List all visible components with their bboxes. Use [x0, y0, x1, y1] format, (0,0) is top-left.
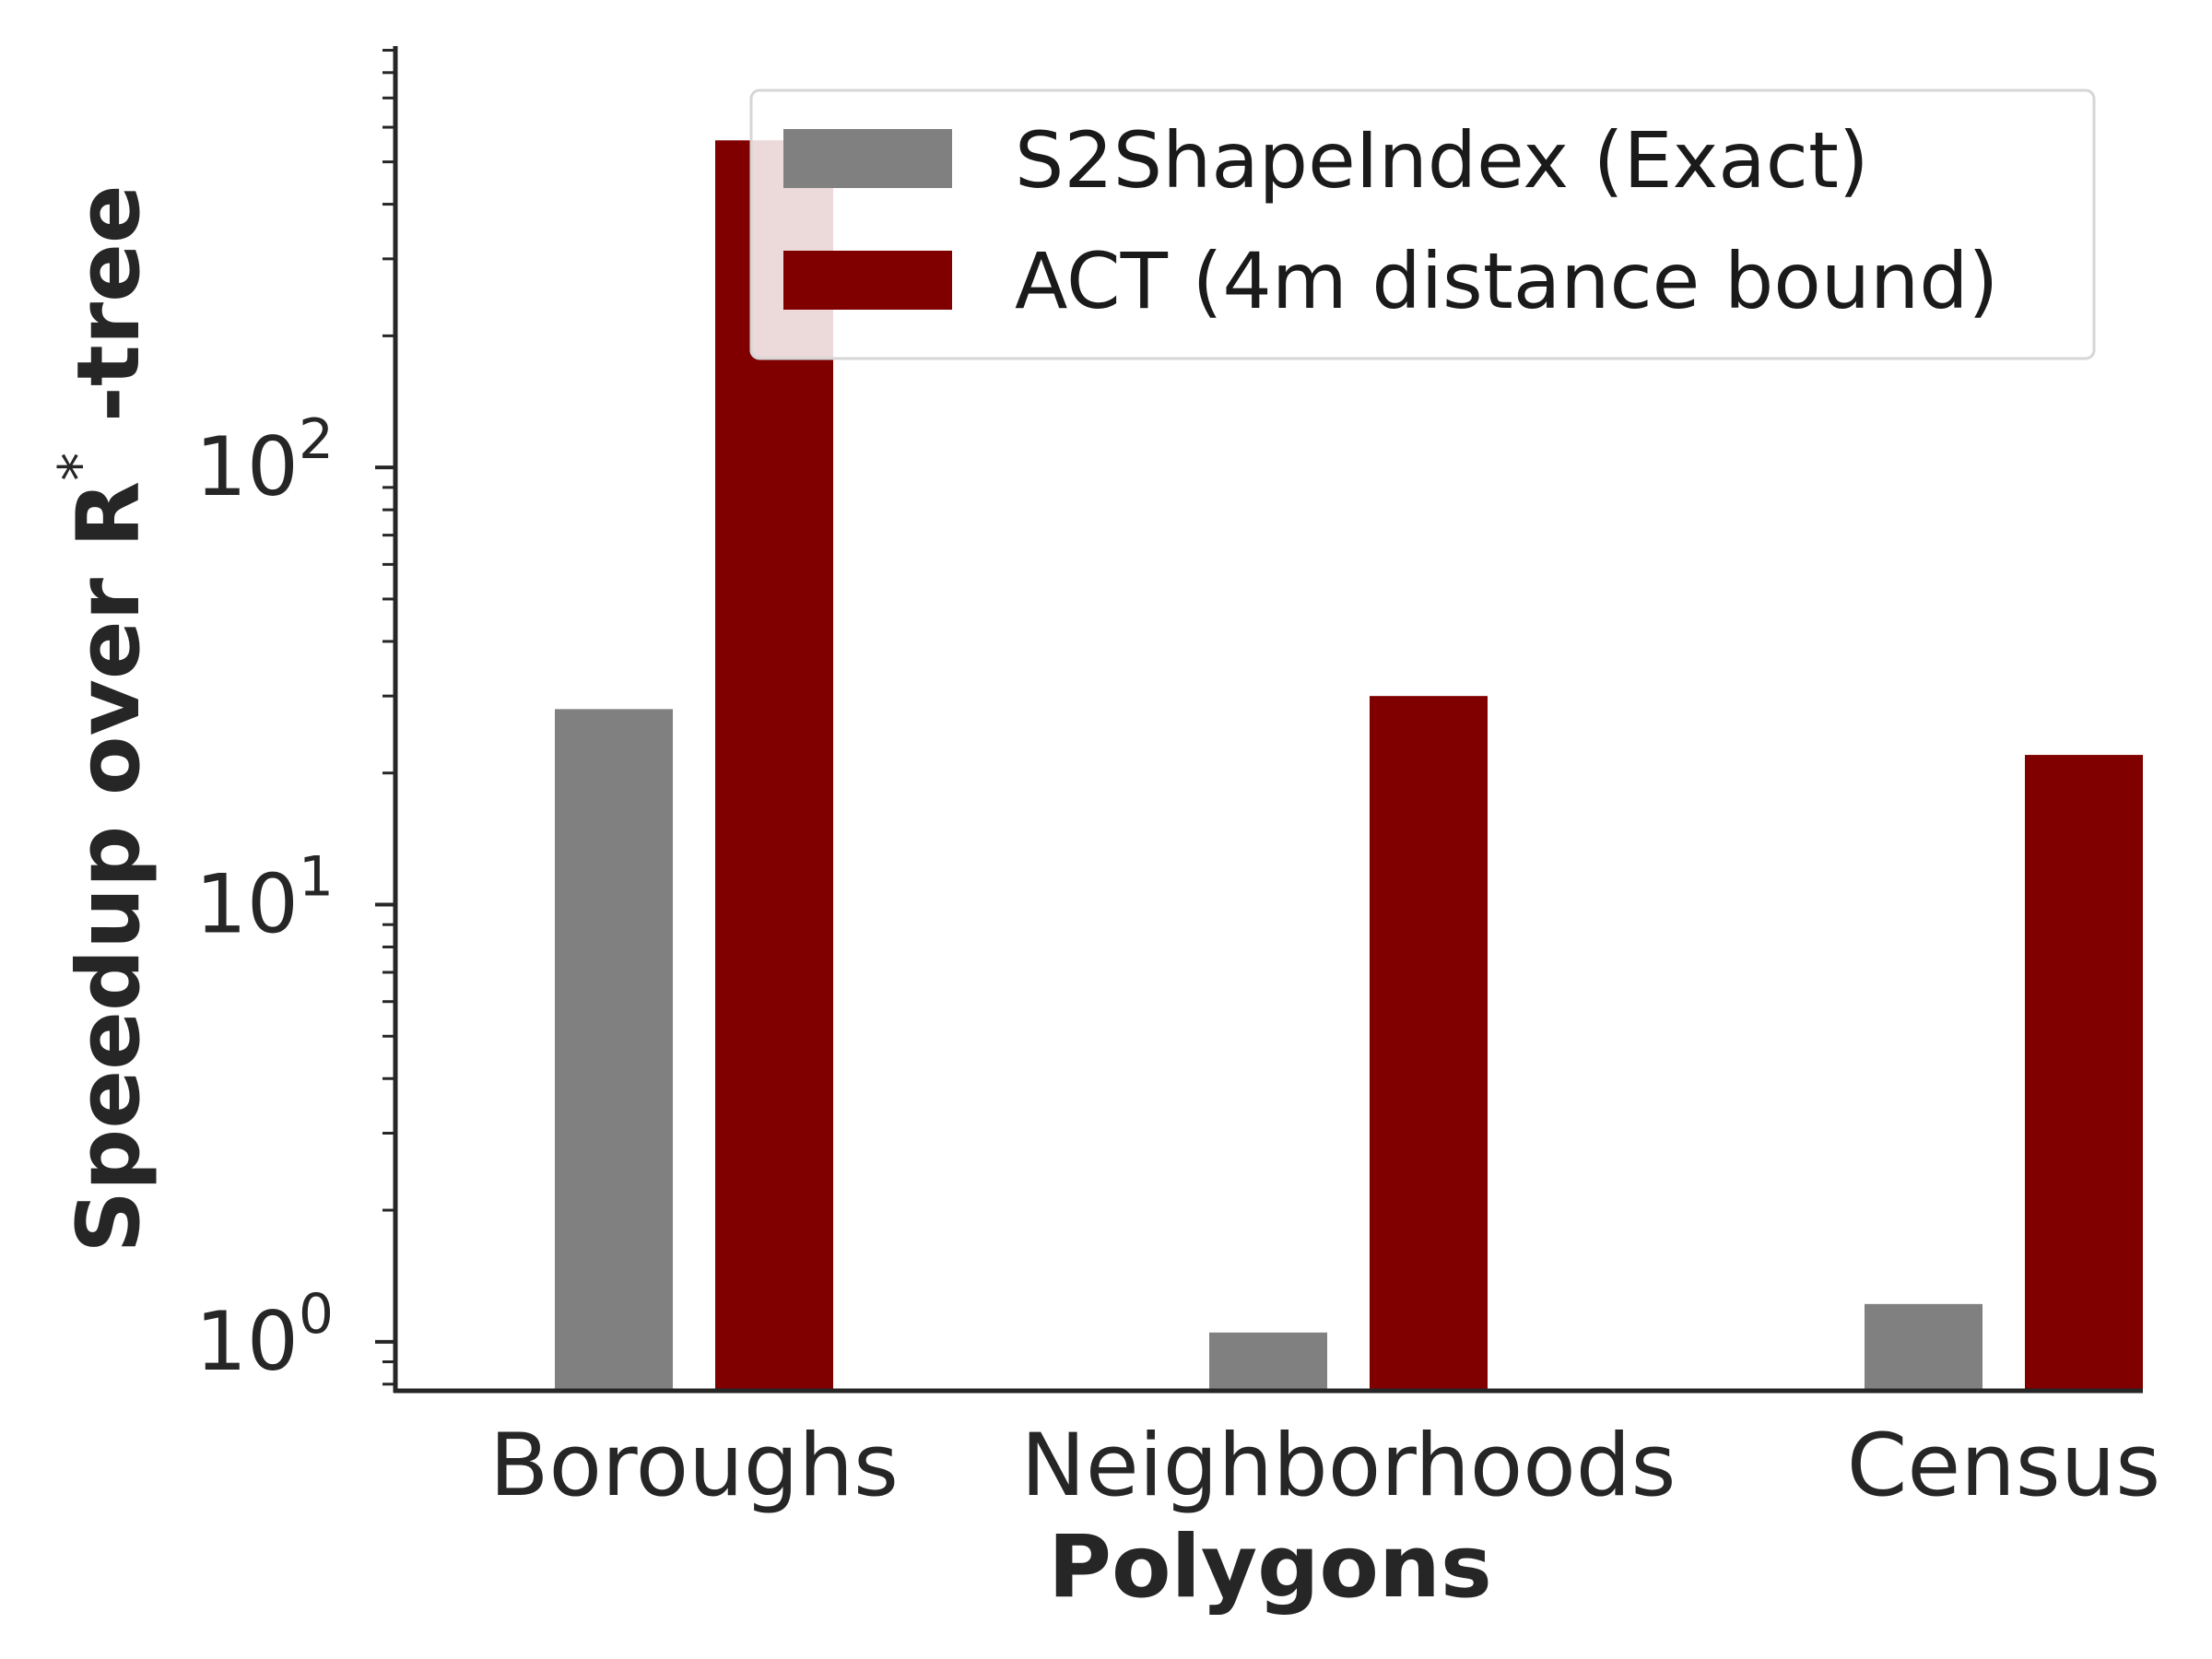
x-axis-title: Polygons: [1048, 1517, 1492, 1618]
y-axis-title-main: Speedup over R: [59, 481, 159, 1253]
legend-frame: [749, 88, 2096, 360]
bar-census-series-0: [1865, 1303, 1983, 1389]
legend-label: ACT (4m distance bound): [1015, 236, 1998, 326]
y-tick-label: 100: [195, 1282, 334, 1389]
x-tick-label: Census: [1847, 1416, 2161, 1516]
bar-neighborhoods-series-1: [1370, 696, 1488, 1389]
legend-swatch: [783, 251, 952, 310]
bar-census-series-1: [2025, 755, 2143, 1389]
y-tick-label: 101: [195, 844, 334, 951]
legend: S2ShapeIndex (Exact) ACT (4m distance bo…: [749, 88, 2096, 360]
x-tick-label: Boroughs: [489, 1416, 899, 1516]
y-axis-title-superscript: *: [46, 453, 113, 481]
y-axis-title-suffix: -tree: [59, 184, 159, 453]
legend-swatch: [783, 129, 952, 188]
bar-neighborhoods-series-0: [1209, 1332, 1327, 1389]
legend-label: S2ShapeIndex (Exact): [1015, 115, 1869, 206]
y-axis-title: Speedup over R* -tree: [46, 184, 159, 1253]
y-tick-label: 102: [195, 407, 334, 514]
svg-text:Speedup over R* -tree: Speedup over R* -tree: [46, 184, 159, 1253]
bar-boroughs-series-0: [555, 709, 673, 1389]
x-tick-label: Neighborhoods: [1021, 1416, 1677, 1516]
y-tick-labels: 100 101 102: [195, 407, 334, 1389]
y-major-ticks: [375, 465, 395, 1344]
